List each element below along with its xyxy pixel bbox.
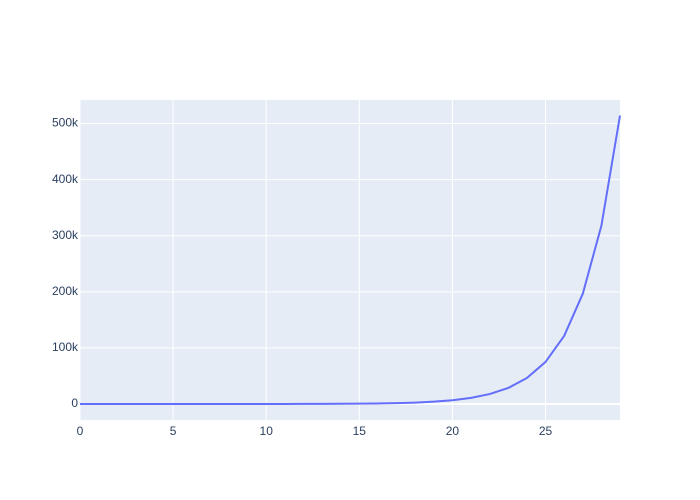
x-tick-label: 20	[446, 424, 460, 438]
plot-area	[80, 100, 620, 420]
line	[79, 115, 621, 406]
x-tick-label: 10	[260, 424, 274, 438]
x-tick-label: 15	[353, 424, 367, 438]
y-tick-label: 200k	[52, 284, 79, 298]
x-tick-label: 25	[539, 424, 553, 438]
x-tick-label: 0	[77, 424, 84, 438]
y-tick-label: 500k	[52, 116, 79, 130]
y-tick-label: 300k	[52, 228, 79, 242]
y-tick-label: 0	[71, 396, 78, 410]
y-tick-label: 100k	[52, 340, 79, 354]
x-tick-label: 5	[170, 424, 177, 438]
y-tick-label: 400k	[52, 172, 79, 186]
